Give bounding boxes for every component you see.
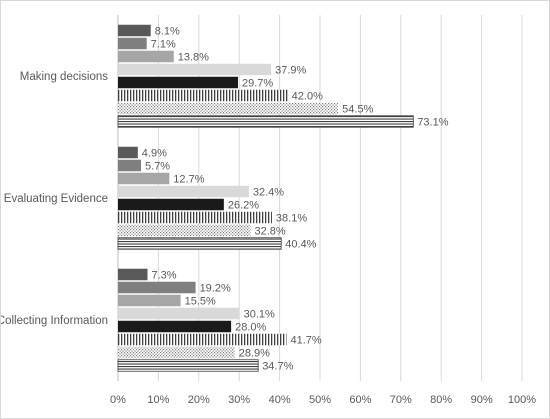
bar xyxy=(117,359,259,372)
bar xyxy=(118,89,288,102)
data-label: 15.5% xyxy=(185,295,216,307)
bar xyxy=(118,320,232,333)
x-tick-label: 90% xyxy=(471,394,493,406)
gridlines xyxy=(117,15,523,381)
bar xyxy=(118,307,240,320)
data-label: 34.7% xyxy=(262,360,293,372)
bar xyxy=(118,37,147,50)
x-tick-label: 70% xyxy=(390,394,412,406)
data-label: 40.4% xyxy=(285,238,316,250)
data-label: 28.9% xyxy=(239,347,270,359)
data-label: 73.1% xyxy=(417,116,448,128)
x-tick-label: 20% xyxy=(188,394,210,406)
data-label: 29.7% xyxy=(242,77,273,89)
data-label: 54.5% xyxy=(342,103,373,115)
data-label: 37.9% xyxy=(275,64,306,76)
bar xyxy=(118,146,138,159)
x-axis-ticks: 0% 10% 20% 30% 40% 50% 60% 70% 80% 90% 100% xyxy=(110,394,536,406)
bar xyxy=(118,159,142,172)
data-label: 7.1% xyxy=(151,38,176,50)
data-label: 42.0% xyxy=(292,90,323,102)
x-tick-label: 50% xyxy=(309,394,331,406)
bar xyxy=(118,50,174,63)
x-tick-label: 10% xyxy=(147,394,169,406)
data-label: 19.2% xyxy=(200,282,231,294)
bar xyxy=(118,211,272,224)
bar xyxy=(118,268,148,281)
data-label: 41.7% xyxy=(290,334,321,346)
category-label: Collecting Information xyxy=(1,315,108,327)
bar xyxy=(118,63,272,76)
x-tick-label: 0% xyxy=(110,394,126,406)
data-label: 13.8% xyxy=(178,51,209,63)
data-label: 7.3% xyxy=(151,269,176,281)
bar xyxy=(118,24,151,37)
bar xyxy=(118,333,287,346)
x-tick-label: 100% xyxy=(508,394,536,406)
bar xyxy=(118,198,224,211)
category-label: Making decisions xyxy=(20,71,108,83)
bar xyxy=(118,294,181,307)
data-label: 12.7% xyxy=(173,173,204,185)
data-label: 32.8% xyxy=(255,225,286,237)
data-label: 30.1% xyxy=(244,308,275,320)
category-label: Evaluating Evidence xyxy=(4,193,108,205)
x-tick-label: 60% xyxy=(349,394,371,406)
bar xyxy=(118,224,251,237)
x-tick-label: 80% xyxy=(430,394,452,406)
bar xyxy=(117,237,282,250)
data-label: 28.0% xyxy=(235,321,266,333)
x-tick-label: 30% xyxy=(228,394,250,406)
x-tick-label: 40% xyxy=(269,394,291,406)
bar xyxy=(118,172,170,185)
data-label: 8.1% xyxy=(155,25,180,37)
bar xyxy=(118,102,339,115)
data-label: 26.2% xyxy=(228,199,259,211)
bar xyxy=(118,185,249,198)
bars xyxy=(117,24,414,372)
bar xyxy=(118,346,235,359)
category-labels: Making decisions Evaluating Evidence Colle… xyxy=(1,71,108,327)
bar xyxy=(117,115,414,128)
bar xyxy=(118,281,196,294)
value-labels: 8.1%7.1%13.8% 37.9%29.7% 42.0% 54.5% 73.1% 4.… xyxy=(142,25,449,372)
bar xyxy=(118,76,238,89)
data-label: 4.9% xyxy=(142,147,167,159)
data-label: 5.7% xyxy=(145,160,170,172)
data-label: 38.1% xyxy=(276,212,307,224)
data-label: 32.4% xyxy=(253,186,284,198)
